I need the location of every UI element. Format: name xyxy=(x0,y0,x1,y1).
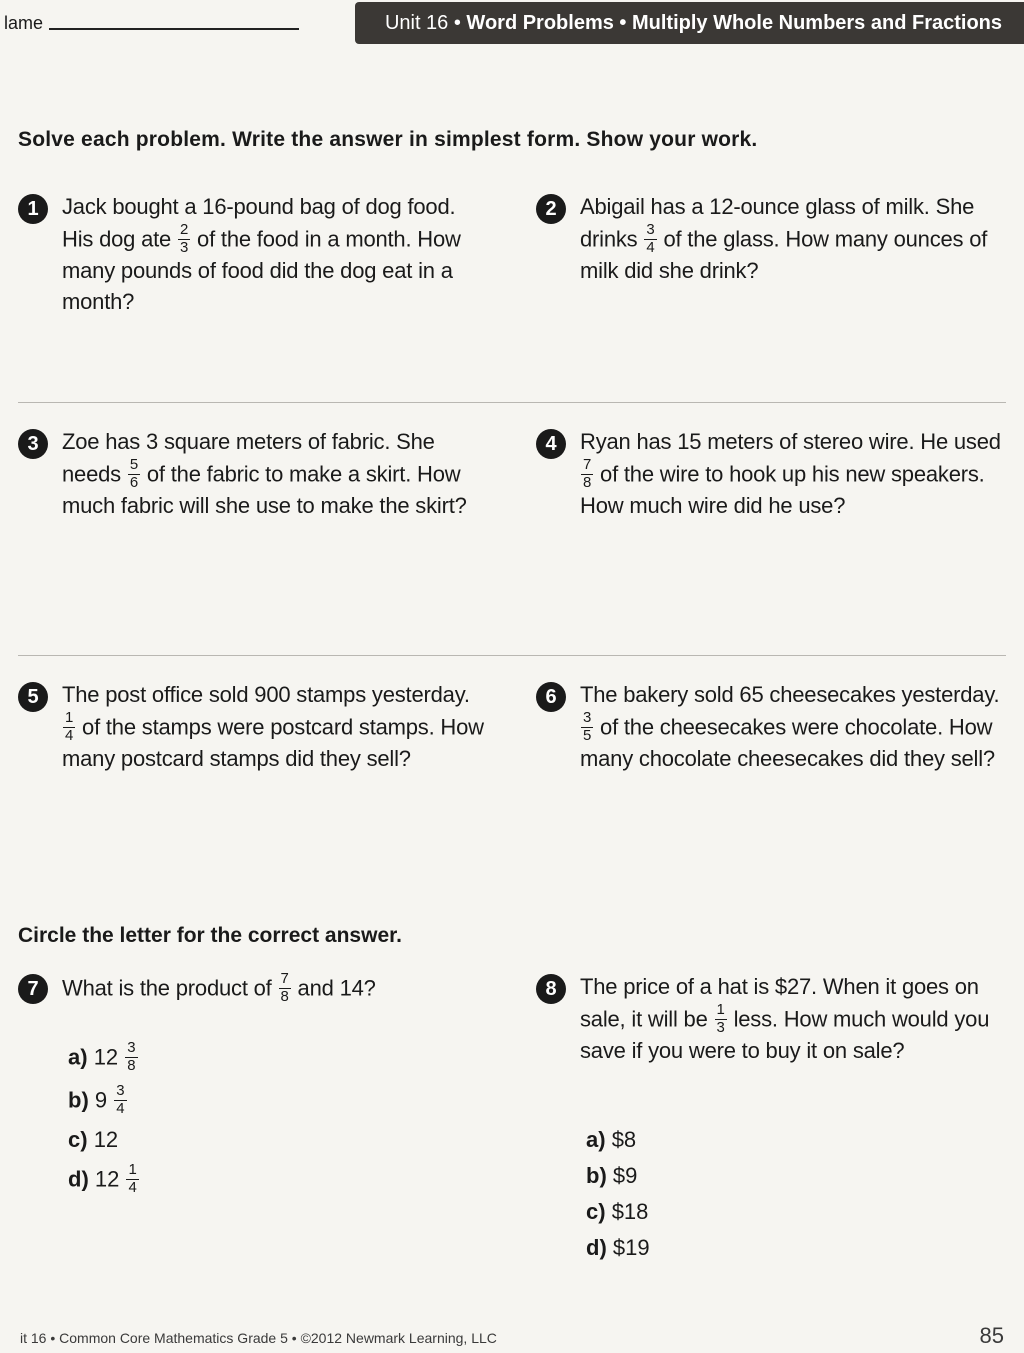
problem-1: 1 Jack bought a 16-pound bag of dog food… xyxy=(18,192,488,402)
problem-8: 8 The price of a hat is $27. When it goe… xyxy=(536,972,1006,1271)
problem-text: Abigail has a 12-ounce glass of milk. Sh… xyxy=(580,192,1006,402)
option-c[interactable]: c) $18 xyxy=(586,1199,1006,1225)
fraction: 38 xyxy=(125,1041,137,1074)
question-post: and 14? xyxy=(292,976,376,1001)
fraction: 14 xyxy=(126,1163,138,1196)
problem-7: 7 What is the product of 78 and 14? a) 1… xyxy=(18,972,488,1271)
problem-pre: The bakery sold 65 cheesecakes yesterday… xyxy=(580,682,999,707)
question-pre: What is the product of xyxy=(62,976,278,1001)
fraction: 13 xyxy=(715,1003,727,1036)
problem-pre: The post office sold 900 stamps yesterda… xyxy=(62,682,470,707)
fraction: 56 xyxy=(128,458,140,491)
divider xyxy=(18,655,1006,656)
answer-options: a) 12 38 b) 9 34 c) 12 d) 12 14 xyxy=(62,1041,488,1206)
problem-number-badge: 7 xyxy=(18,974,48,1004)
footer: it 16 • Common Core Mathematics Grade 5 … xyxy=(0,1323,1024,1349)
problem-row-2: 3 Zoe has 3 square meters of fabric. She… xyxy=(18,427,1006,655)
problem-number-badge: 6 xyxy=(536,682,566,712)
problem-row-3: 5 The post office sold 900 stamps yester… xyxy=(18,680,1006,890)
instructions-1: Solve each problem. Write the answer in … xyxy=(18,128,1006,152)
problem-text: What is the product of 78 and 14? xyxy=(62,972,376,1005)
option-a[interactable]: a) $8 xyxy=(586,1127,1006,1153)
problem-number-badge: 5 xyxy=(18,682,48,712)
answer-options: a) $8 b) $9 c) $18 d) $19 xyxy=(580,1127,1006,1271)
option-b[interactable]: b) 9 34 xyxy=(68,1084,488,1117)
instructions-2: Circle the letter for the correct answer… xyxy=(18,924,1006,948)
fraction: 78 xyxy=(581,458,593,491)
fraction: 14 xyxy=(63,711,75,744)
unit-prefix: Unit 16 • xyxy=(385,12,466,34)
problem-row-4: 7 What is the product of 78 and 14? a) 1… xyxy=(18,972,1006,1271)
fraction: 34 xyxy=(644,223,656,256)
option-d[interactable]: d) 12 14 xyxy=(68,1163,488,1196)
problem-2: 2 Abigail has a 12-ounce glass of milk. … xyxy=(536,192,1006,402)
problem-3: 3 Zoe has 3 square meters of fabric. She… xyxy=(18,427,488,655)
problem-text: Ryan has 15 meters of stereo wire. He us… xyxy=(580,427,1006,655)
fraction: 35 xyxy=(581,711,593,744)
option-b[interactable]: b) $9 xyxy=(586,1163,1006,1189)
option-c[interactable]: c) 12 xyxy=(68,1127,488,1153)
problem-text: Zoe has 3 square meters of fabric. She n… xyxy=(62,427,488,655)
problem-text: The bakery sold 65 cheesecakes yesterday… xyxy=(580,680,1006,890)
problem-text: Jack bought a 16-pound bag of dog food. … xyxy=(62,192,488,402)
problem-6: 6 The bakery sold 65 cheesecakes yesterd… xyxy=(536,680,1006,890)
name-input-line[interactable] xyxy=(49,16,299,30)
fraction: 23 xyxy=(178,223,190,256)
option-d[interactable]: d) $19 xyxy=(586,1235,1006,1261)
problem-number-badge: 3 xyxy=(18,429,48,459)
page-number: 85 xyxy=(980,1323,1004,1349)
unit-banner: Unit 16 • Word Problems • Multiply Whole… xyxy=(355,2,1024,44)
page-content: Solve each problem. Write the answer in … xyxy=(0,128,1024,1271)
problem-text: The post office sold 900 stamps yesterda… xyxy=(62,680,488,890)
problem-number-badge: 2 xyxy=(536,194,566,224)
problem-number-badge: 4 xyxy=(536,429,566,459)
option-a[interactable]: a) 12 38 xyxy=(68,1041,488,1074)
header-row: lame Unit 16 • Word Problems • Multiply … xyxy=(0,0,1024,46)
problem-text: The price of a hat is $27. When it goes … xyxy=(580,972,1006,1067)
problem-pre: Ryan has 15 meters of stereo wire. He us… xyxy=(580,429,1001,454)
footer-text: it 16 • Common Core Mathematics Grade 5 … xyxy=(20,1330,497,1346)
name-label: lame xyxy=(4,13,43,34)
problem-5: 5 The post office sold 900 stamps yester… xyxy=(18,680,488,890)
problem-number-badge: 8 xyxy=(536,974,566,1004)
problem-post: of the wire to hook up his new speakers.… xyxy=(580,462,985,518)
fraction: 34 xyxy=(114,1084,126,1117)
problem-post: of the cheesecakes were chocolate. How m… xyxy=(580,715,995,771)
problem-row-1: 1 Jack bought a 16-pound bag of dog food… xyxy=(18,192,1006,402)
problem-number-badge: 1 xyxy=(18,194,48,224)
problem-4: 4 Ryan has 15 meters of stereo wire. He … xyxy=(536,427,1006,655)
unit-title: Word Problems • Multiply Whole Numbers a… xyxy=(466,12,1002,34)
problem-post: of the stamps were postcard stamps. How … xyxy=(62,715,484,771)
divider xyxy=(18,402,1006,403)
fraction: 78 xyxy=(279,972,291,1005)
